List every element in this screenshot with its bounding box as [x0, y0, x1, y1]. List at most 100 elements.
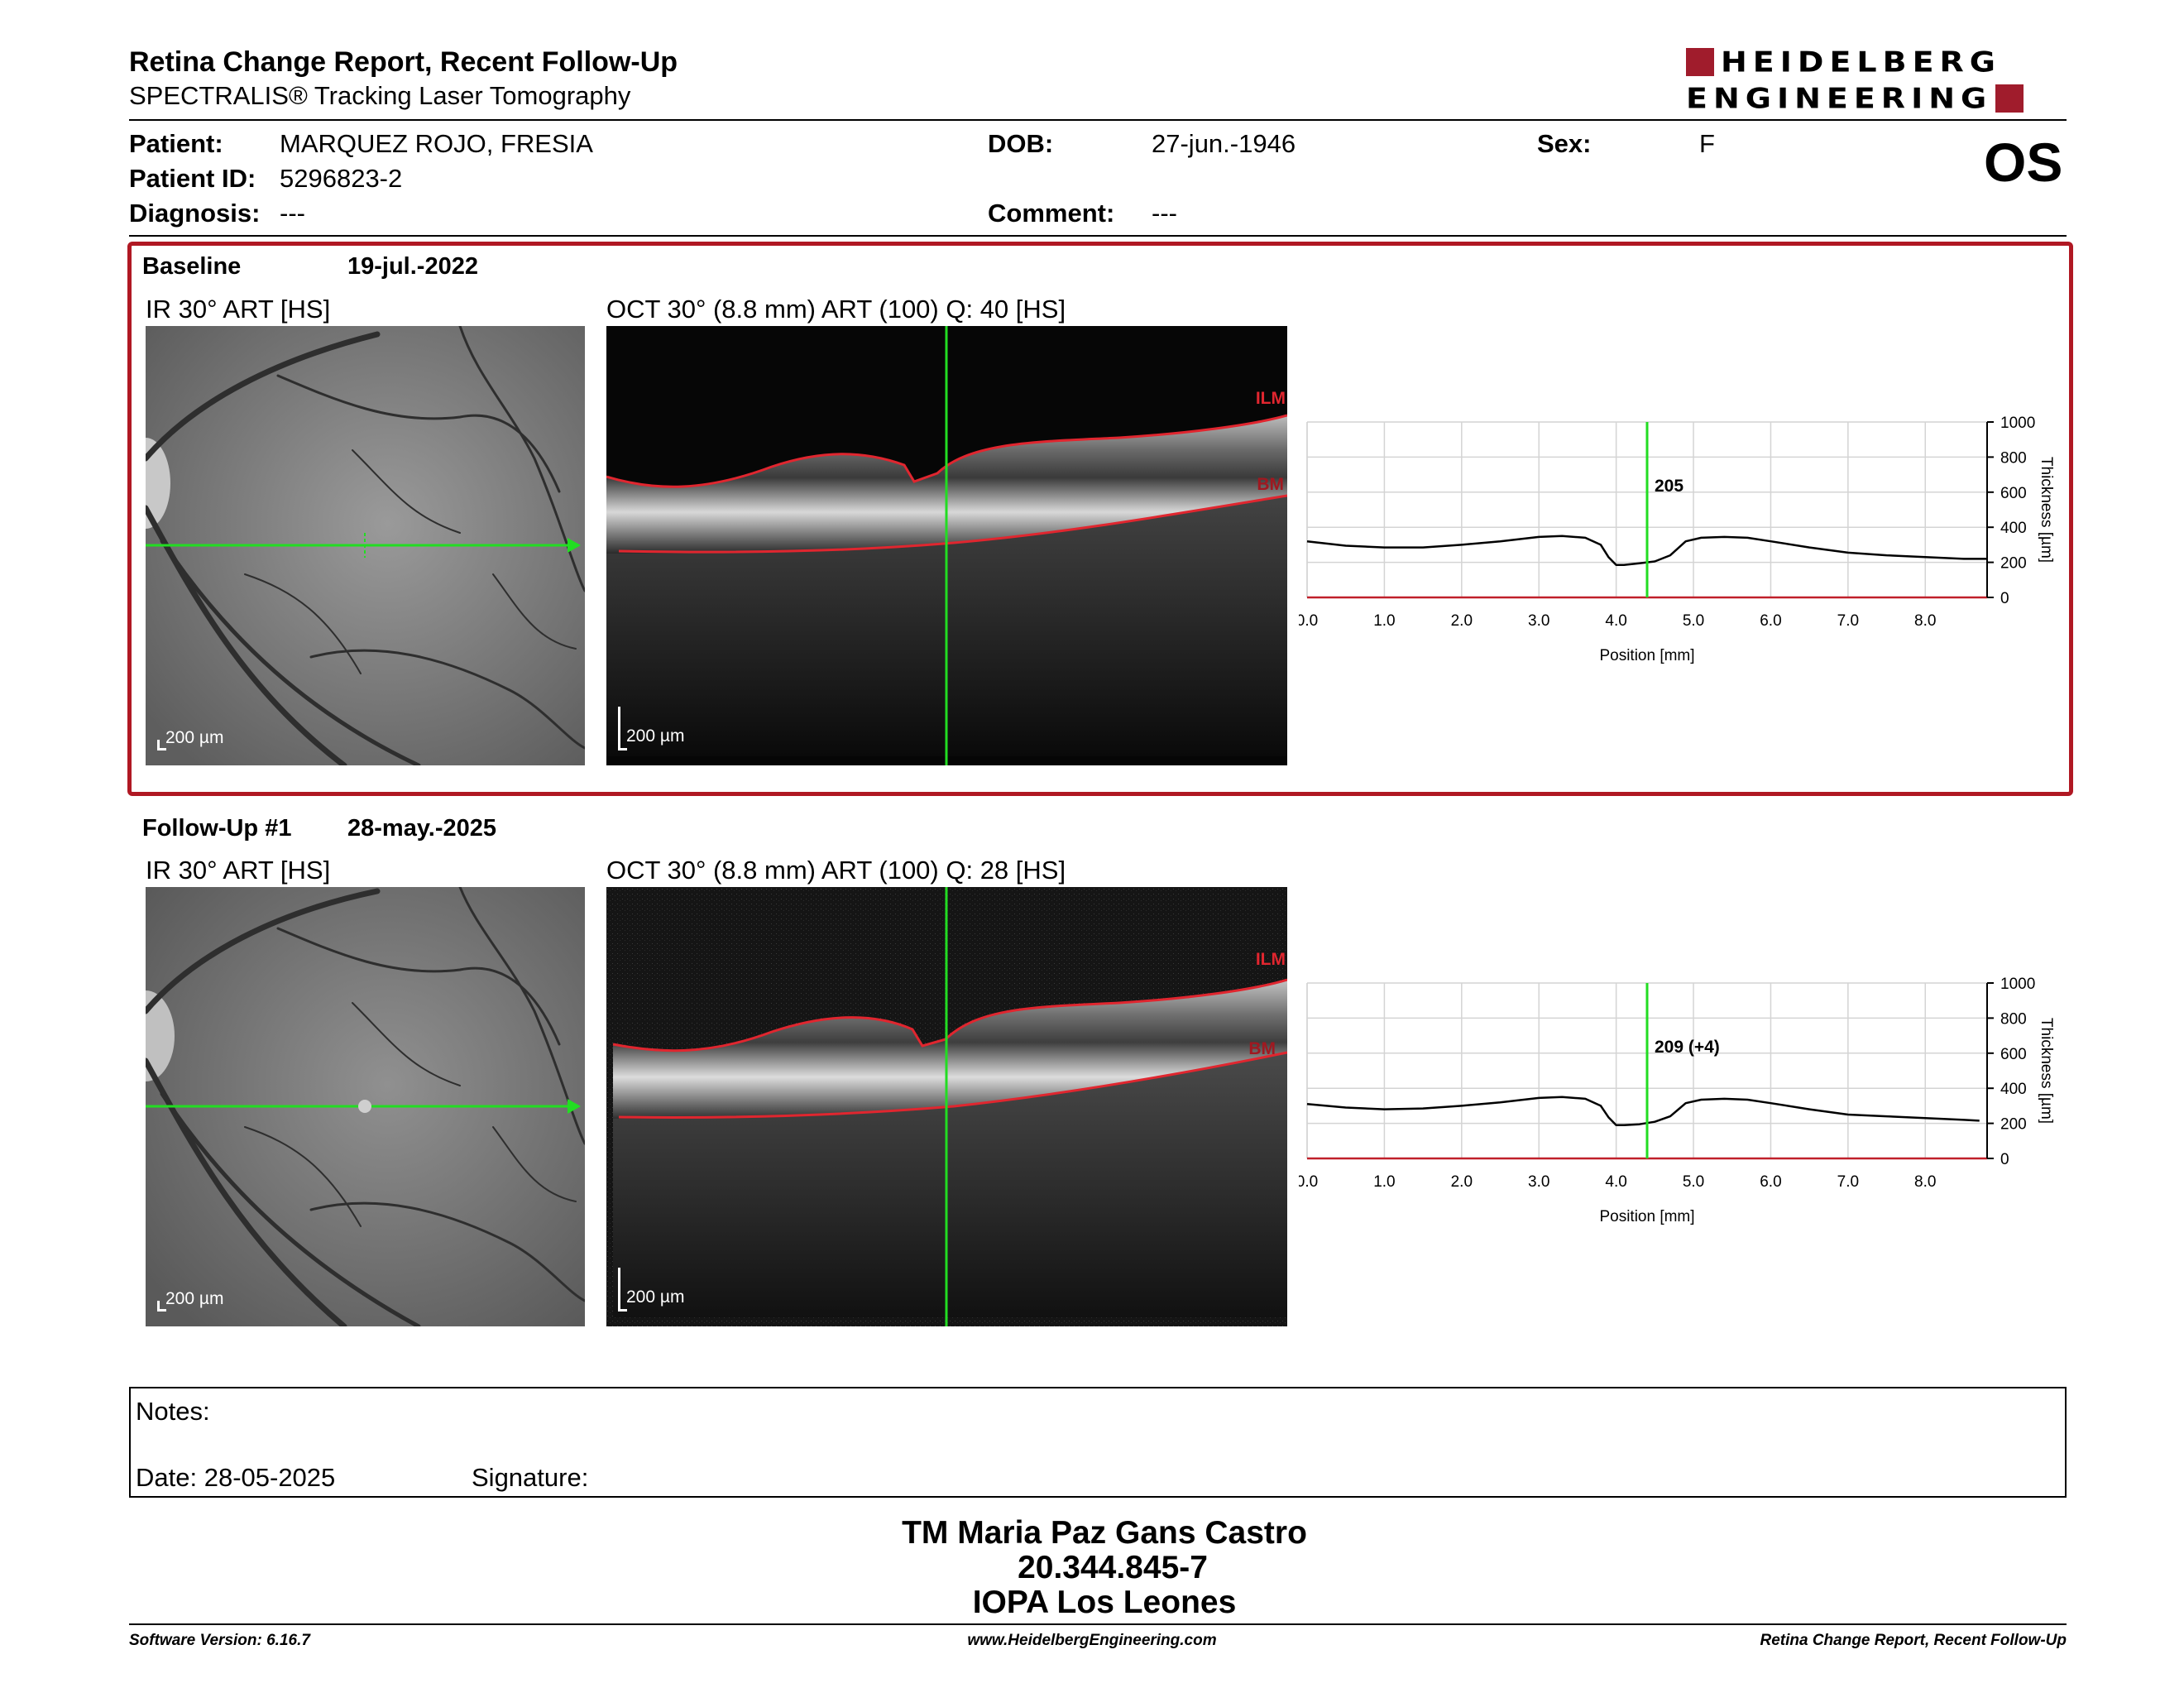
followup-ir-title: IR 30° ART [HS] [146, 856, 331, 885]
fundus-image [146, 326, 585, 765]
sex-value: F [1699, 129, 1715, 158]
baseline-thickness-chart: 0 200 400 600 800 1000 0.0 1.0 2.0 3.0 4.0 5.0 6.0 7.… [1299, 415, 2055, 664]
eye-indicator: OS [1984, 132, 2063, 193]
y-tick-label: 400 [2000, 520, 2027, 537]
thickness-series-line [1306, 535, 1987, 567]
signatory-institution: IOPA Los Leones [972, 1585, 1237, 1620]
software-version: Software Version: 6.16.7 [129, 1632, 310, 1649]
logo-square-icon [1686, 48, 1714, 76]
y-tick-label: 200 [2000, 1116, 2027, 1134]
scale-bar-icon [618, 1268, 627, 1312]
x-tick-label: 2.0 [1451, 612, 1473, 630]
followup-oct-title: OCT 30° (8.8 mm) ART (100) Q: 28 [HS] [606, 856, 1066, 885]
x-tick-label: 2.0 [1451, 1173, 1473, 1191]
y-tick-label: 1000 [2000, 415, 2035, 432]
footer-divider [129, 1623, 2067, 1625]
footer-report-name: Retina Change Report, Recent Follow-Up [1760, 1632, 2067, 1649]
marker-value-label: 209 (+4) [1655, 1038, 1720, 1057]
baseline-oct-title: OCT 30° (8.8 mm) ART (100) Q: 40 [HS] [606, 295, 1066, 324]
baseline-bm-label: BM [1257, 475, 1284, 494]
x-tick-label: 5.0 [1683, 1173, 1704, 1191]
scale-bar-icon [618, 707, 627, 750]
y-tick-label: 800 [2000, 449, 2027, 467]
y-tick-label: 0 [2000, 1151, 2009, 1168]
thickness-series-line [1306, 1096, 1980, 1126]
x-tick-label: 7.0 [1837, 1173, 1859, 1191]
dob-value: 27-jun.-1946 [1152, 129, 1296, 158]
scale-bar-icon [157, 1301, 166, 1312]
patient-label: Patient: [129, 129, 223, 158]
comment-value: --- [1152, 199, 1177, 228]
followup-oct-image[interactable]: ILM BM 200 µm [606, 887, 1287, 1326]
y-tick-label: 1000 [2000, 976, 2035, 993]
followup-oct-scale: 200 µm [626, 1288, 685, 1307]
marker-value-label: 205 [1655, 477, 1684, 496]
x-tick-label: 4.0 [1605, 612, 1626, 630]
followup-date: 28-may.-2025 [347, 815, 497, 842]
x-axis-label: Position [mm] [1599, 1208, 1694, 1225]
comment-label: Comment: [988, 199, 1115, 228]
signature-label: Signature: [472, 1463, 589, 1492]
signatory-block: TM Maria Paz Gans Castro 20.344.845-7 IO… [0, 1516, 2184, 1620]
oct-bscan [606, 887, 1287, 1326]
patient-id: 5296823-2 [280, 164, 403, 193]
diagnosis-label: Diagnosis: [129, 199, 261, 228]
baseline-ir-scale: 200 µm [165, 728, 224, 747]
baseline-date: 19-jul.-2022 [347, 253, 478, 280]
baseline-panel[interactable] [127, 242, 2073, 796]
x-tick-label: 1.0 [1373, 612, 1395, 630]
baseline-oct-scale: 200 µm [626, 727, 685, 746]
diagnosis-value: --- [280, 199, 305, 228]
scale-bar-icon [157, 740, 166, 750]
logo-square-icon [1995, 84, 2024, 113]
signatory-name: TM Maria Paz Gans Castro [902, 1515, 1307, 1551]
y-axis-label: Thickness [µm] [2038, 457, 2055, 563]
followup-label: Follow-Up #1 [142, 815, 292, 842]
baseline-oct-image[interactable]: ILM BM 200 µm [606, 326, 1287, 765]
notes-box[interactable]: Notes: Date: 28-05-2025 Signature: [129, 1387, 2067, 1498]
x-tick-label: 5.0 [1683, 612, 1704, 630]
x-tick-label: 7.0 [1837, 612, 1859, 630]
x-tick-label: 3.0 [1528, 1173, 1549, 1191]
oct-bscan [606, 326, 1287, 765]
logo-line-2: ENGINEERING [1686, 82, 1993, 115]
report-subtitle: SPECTRALIS® Tracking Laser Tomography [129, 81, 631, 110]
x-axis-label: Position [mm] [1599, 647, 1694, 664]
x-tick-label: 6.0 [1760, 1173, 1781, 1191]
y-tick-label: 600 [2000, 485, 2027, 502]
info-divider [129, 235, 2067, 237]
signatory-rut: 20.344.845-7 [1018, 1550, 1208, 1585]
report-title: Retina Change Report, Recent Follow-Up [129, 46, 678, 78]
fundus-image [146, 887, 585, 1326]
header-divider [129, 119, 2067, 121]
notes-label: Notes: [136, 1397, 210, 1426]
y-tick-label: 0 [2000, 590, 2009, 607]
x-tick-label: 0.0 [1299, 1173, 1318, 1191]
sex-label: Sex: [1537, 129, 1592, 158]
y-tick-label: 200 [2000, 555, 2027, 573]
x-tick-label: 8.0 [1914, 1173, 1936, 1191]
patient-name: MARQUEZ ROJO, FRESIA [280, 129, 593, 158]
x-tick-label: 6.0 [1760, 612, 1781, 630]
followup-bm-label: BM [1248, 1039, 1276, 1058]
baseline-label: Baseline [142, 253, 242, 280]
followup-thickness-chart: 0 200 400 600 800 1000 0.0 1.0 2.0 3.0 4.0 5.0 6.0 7.… [1299, 976, 2055, 1225]
y-tick-label: 400 [2000, 1081, 2027, 1098]
notes-date: Date: 28-05-2025 [136, 1463, 336, 1492]
x-tick-label: 1.0 [1373, 1173, 1395, 1191]
website-link[interactable]: www.HeidelbergEngineering.com [967, 1632, 1217, 1649]
x-tick-label: 8.0 [1914, 612, 1936, 630]
followup-ilm-label: ILM [1255, 950, 1286, 969]
logo-line-1: HEIDELBERG [1721, 46, 2001, 79]
baseline-ilm-label: ILM [1255, 389, 1286, 408]
patient-id-label: Patient ID: [129, 164, 256, 193]
y-tick-label: 800 [2000, 1010, 2027, 1028]
x-tick-label: 3.0 [1528, 612, 1549, 630]
x-tick-label: 0.0 [1299, 612, 1318, 630]
baseline-ir-image[interactable]: 200 µm [146, 326, 585, 765]
y-tick-label: 600 [2000, 1046, 2027, 1063]
y-axis-label: Thickness [µm] [2038, 1018, 2055, 1124]
followup-ir-image[interactable]: 200 µm [146, 887, 585, 1326]
x-tick-label: 4.0 [1605, 1173, 1626, 1191]
baseline-ir-title: IR 30° ART [HS] [146, 295, 331, 324]
